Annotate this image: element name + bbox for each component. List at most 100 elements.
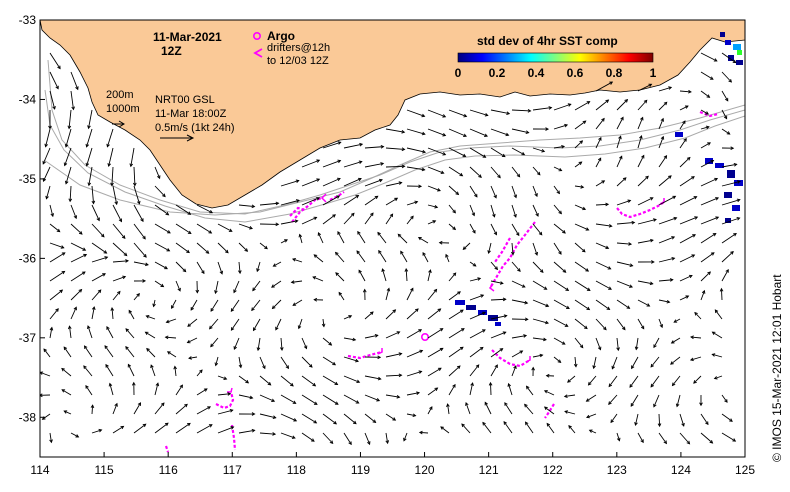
current-arrow-head [144,331,149,336]
current-arrow-head [357,230,361,235]
current-arrow [595,318,607,330]
current-arrow-head [649,281,654,286]
current-arrow-head [262,365,266,370]
current-arrow-head [105,363,109,368]
current-arrow [133,242,147,258]
current-arrow [322,141,341,149]
current-arrow [616,117,624,130]
current-arrow-head [608,224,613,228]
current-arrow [322,318,325,327]
current-arrow-head [685,295,690,299]
current-arrow [154,261,168,270]
current-arrow-head [622,177,627,181]
current-arrow-head [334,251,339,256]
current-arrow [301,159,320,168]
current-arrow [301,197,320,206]
current-arrow-head [142,423,147,428]
current-arrow-head [440,170,445,174]
current-arrow-head [186,339,191,344]
current-arrow [70,307,77,320]
current-arrow-head [455,191,460,196]
current-arrow [448,185,459,195]
current-arrow [154,166,161,179]
current-arrow [405,268,408,282]
current-arrow-head [166,248,171,252]
current-arrow-head [412,413,417,418]
current-arrow [671,337,681,344]
current-arrow-head [619,155,623,160]
current-arrow-head [125,345,129,350]
current-arrow-head [538,231,543,236]
current-arrow [553,356,561,363]
x-tick-label: 116 [159,463,178,477]
current-arrow [280,356,289,369]
current-arrow [676,394,681,407]
current-arrow [658,236,675,244]
current-arrow [154,185,166,197]
current-arrow-head [61,367,65,372]
current-arrow-head [238,364,243,369]
current-arrow-head [484,113,489,117]
current-arrow [448,109,467,117]
current-arrow-head [102,273,106,277]
current-arrow [595,81,613,92]
current-arrow [616,280,633,288]
current-arrow [292,258,303,263]
current-arrow [233,337,240,350]
current-arrow-head [724,399,728,403]
current-arrow-head [582,120,587,125]
current-arrow [490,331,506,339]
colorbar-ticks: 0 0.2 0.4 0.6 0.8 1 [455,66,657,80]
current-arrow [679,157,691,168]
current-arrow [595,242,609,249]
current-arrow-head [392,417,397,421]
current-arrow [553,204,562,214]
current-arrow [91,273,106,282]
current-arrow-head [470,382,474,387]
current-arrow [133,223,146,240]
current-arrow-head [362,288,367,293]
current-arrow-head [692,234,696,238]
argo-legend-icon [253,31,262,40]
current-arrow-head [616,347,620,352]
current-arrow [301,178,320,187]
current-arrow [714,309,723,320]
current-arrow-head [650,383,655,388]
argo-legend-label: Argo [267,29,295,43]
current-arrow-head [701,289,706,294]
current-arrow [448,384,456,396]
current-arrow [469,109,488,116]
current-arrow-head [639,135,643,139]
current-arrow-head [294,219,299,224]
current-arrow [313,254,324,263]
current-arrow [259,432,276,435]
current-arrow [49,327,53,339]
current-arrow [49,308,59,320]
current-arrow [635,337,639,350]
current-arrow [427,109,446,118]
current-arrow-head [188,356,192,360]
current-arrow-head [271,305,276,310]
current-arrow [42,147,51,165]
current-arrow-head [214,290,218,295]
current-arrow-head [713,376,718,380]
current-arrow [133,166,136,186]
current-arrow-head [145,262,149,267]
current-arrow [469,329,486,339]
current-arrow [574,356,577,367]
current-arrow-head [418,370,423,374]
current-arrow-head [334,381,339,386]
current-arrow-head [711,353,716,357]
current-arrow-head [608,401,612,405]
current-arrow-head [40,393,43,398]
current-arrow [700,109,709,115]
current-arrow [196,406,211,415]
current-arrow [616,199,631,206]
current-arrow-head [275,326,279,331]
current-arrow [658,155,667,168]
current-arrow-head [140,218,144,223]
credit-text: © IMOS 15-Mar-2021 12:01 Hobart [770,274,784,462]
current-arrow-head [421,113,426,118]
current-arrow [343,161,362,168]
